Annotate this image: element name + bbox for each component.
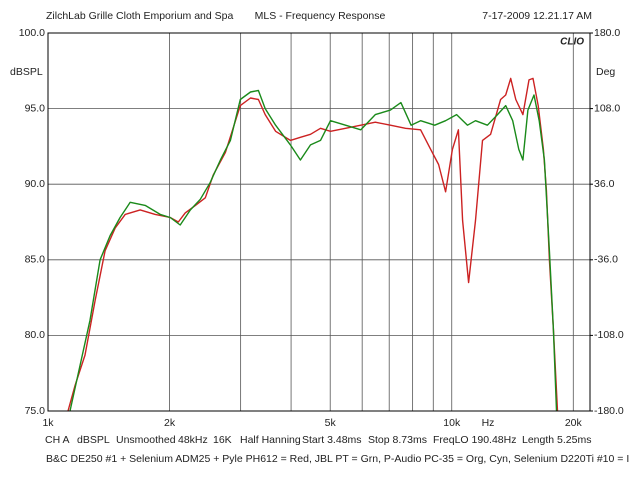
logo: CLIO <box>560 37 584 48</box>
status-item: dBSPL <box>77 434 110 446</box>
header-right: 7-17-2009 12.21.17 AM <box>482 10 592 22</box>
note: B&C DE250 #1 + Selenium ADM25 + Pyle PH6… <box>46 453 629 465</box>
x-tick-label: 20k <box>565 417 583 429</box>
y2-tick-label: -108.0 <box>594 329 624 341</box>
y-tick-label: 85.0 <box>25 254 46 266</box>
x-tick-label: 5k <box>325 417 337 429</box>
status-item: CH A <box>45 434 70 446</box>
header-center: MLS - Frequency Response <box>255 10 386 22</box>
y2-tick-label: 36.0 <box>594 178 615 190</box>
y-tick-label: 95.0 <box>25 102 46 114</box>
y-tick-label: 80.0 <box>25 329 46 341</box>
status-item: Half Hanning <box>240 434 301 446</box>
y2-tick-label: 108.0 <box>594 102 620 114</box>
y2-axis-label: Deg <box>596 66 615 78</box>
status-item: Start 3.48ms <box>302 434 362 446</box>
y2-tick-label: -180.0 <box>594 405 624 417</box>
header-left: ZilchLab Grille Cloth Emporium and Spa <box>46 10 233 22</box>
x-tick-label: 10k <box>443 417 461 429</box>
plot-frame <box>47 32 591 412</box>
status-item: FreqLO 190.48Hz <box>433 434 516 446</box>
plot-background <box>48 33 590 411</box>
status-item: 16K <box>213 434 232 446</box>
x-tick-label: 1k <box>42 417 54 429</box>
x-tick-label: 2k <box>164 417 176 429</box>
response-curve <box>69 89 558 411</box>
status-item: Length 5.25ms <box>522 434 591 446</box>
status-item: Unsmoothed <box>116 434 176 446</box>
y2-tick-label: 180.0 <box>594 27 620 39</box>
y-tick-label: 100.0 <box>19 27 45 39</box>
y-axis-label: dBSPL <box>10 66 43 78</box>
y-tick-label: 90.0 <box>25 178 46 190</box>
status-item: 48kHz <box>178 434 208 446</box>
y2-tick-label: -36.0 <box>594 254 618 266</box>
x-axis-label: Hz <box>482 417 495 429</box>
y-tick-label: 75.0 <box>25 405 46 417</box>
plot-lines <box>67 77 559 411</box>
status-item: Stop 8.73ms <box>368 434 427 446</box>
